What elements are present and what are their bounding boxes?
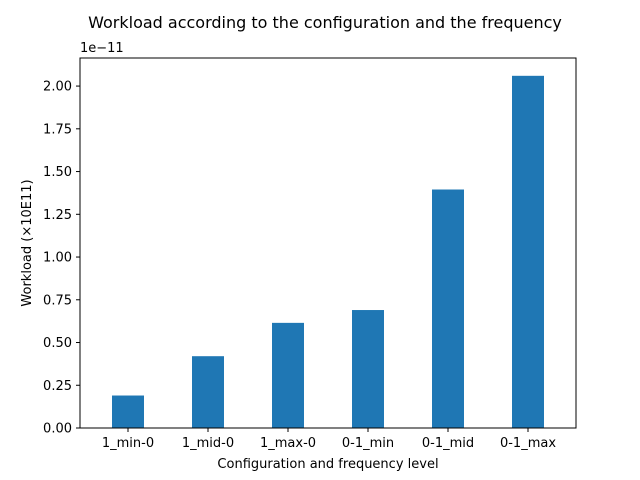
y-tick-label: 1.00 <box>43 251 72 266</box>
x-tick-label: 0-1_min <box>342 436 394 451</box>
y-axis-label: Workload (×10E11) <box>20 179 35 306</box>
y-tick-label: 0.75 <box>43 293 72 308</box>
y-tick-label: 0.50 <box>43 336 72 351</box>
y-tick-label: 1.50 <box>43 165 72 180</box>
y-offset-text: 1e−11 <box>80 41 124 56</box>
y-tick-label: 0.25 <box>43 379 72 394</box>
y-tick-label: 0.00 <box>43 422 72 437</box>
y-axis-ticks: 0.00 0.25 0.50 0.75 1.00 1.25 1.50 1.75 2.00 <box>43 80 80 437</box>
bars-group <box>112 75 544 428</box>
bar-1_max-0 <box>272 322 304 428</box>
bar-1_mid-0 <box>192 356 224 428</box>
x-axis-label: Configuration and frequency level <box>217 457 438 472</box>
y-tick-label: 1.75 <box>43 122 72 137</box>
x-tick-label: 0-1_mid <box>422 436 474 451</box>
y-tick-label: 1.25 <box>43 208 72 223</box>
bar-0-1_max <box>512 75 544 428</box>
x-tick-label: 1_mid-0 <box>182 436 234 451</box>
bar-1_min-0 <box>112 395 144 428</box>
x-tick-label: 1_max-0 <box>260 436 316 451</box>
bar-0-1_mid <box>432 189 464 428</box>
y-tick-label: 2.00 <box>43 80 72 95</box>
plot-frame <box>79 57 577 429</box>
x-axis-ticks: 1_min-0 1_mid-0 1_max-0 0-1_min 0-1_mid 0-1_m… <box>102 428 556 451</box>
bar-0-1_min <box>352 310 384 428</box>
chart-title: Workload according to the configuration … <box>88 13 562 32</box>
x-tick-label: 0-1_max <box>500 436 556 451</box>
x-tick-label: 1_min-0 <box>102 436 154 451</box>
